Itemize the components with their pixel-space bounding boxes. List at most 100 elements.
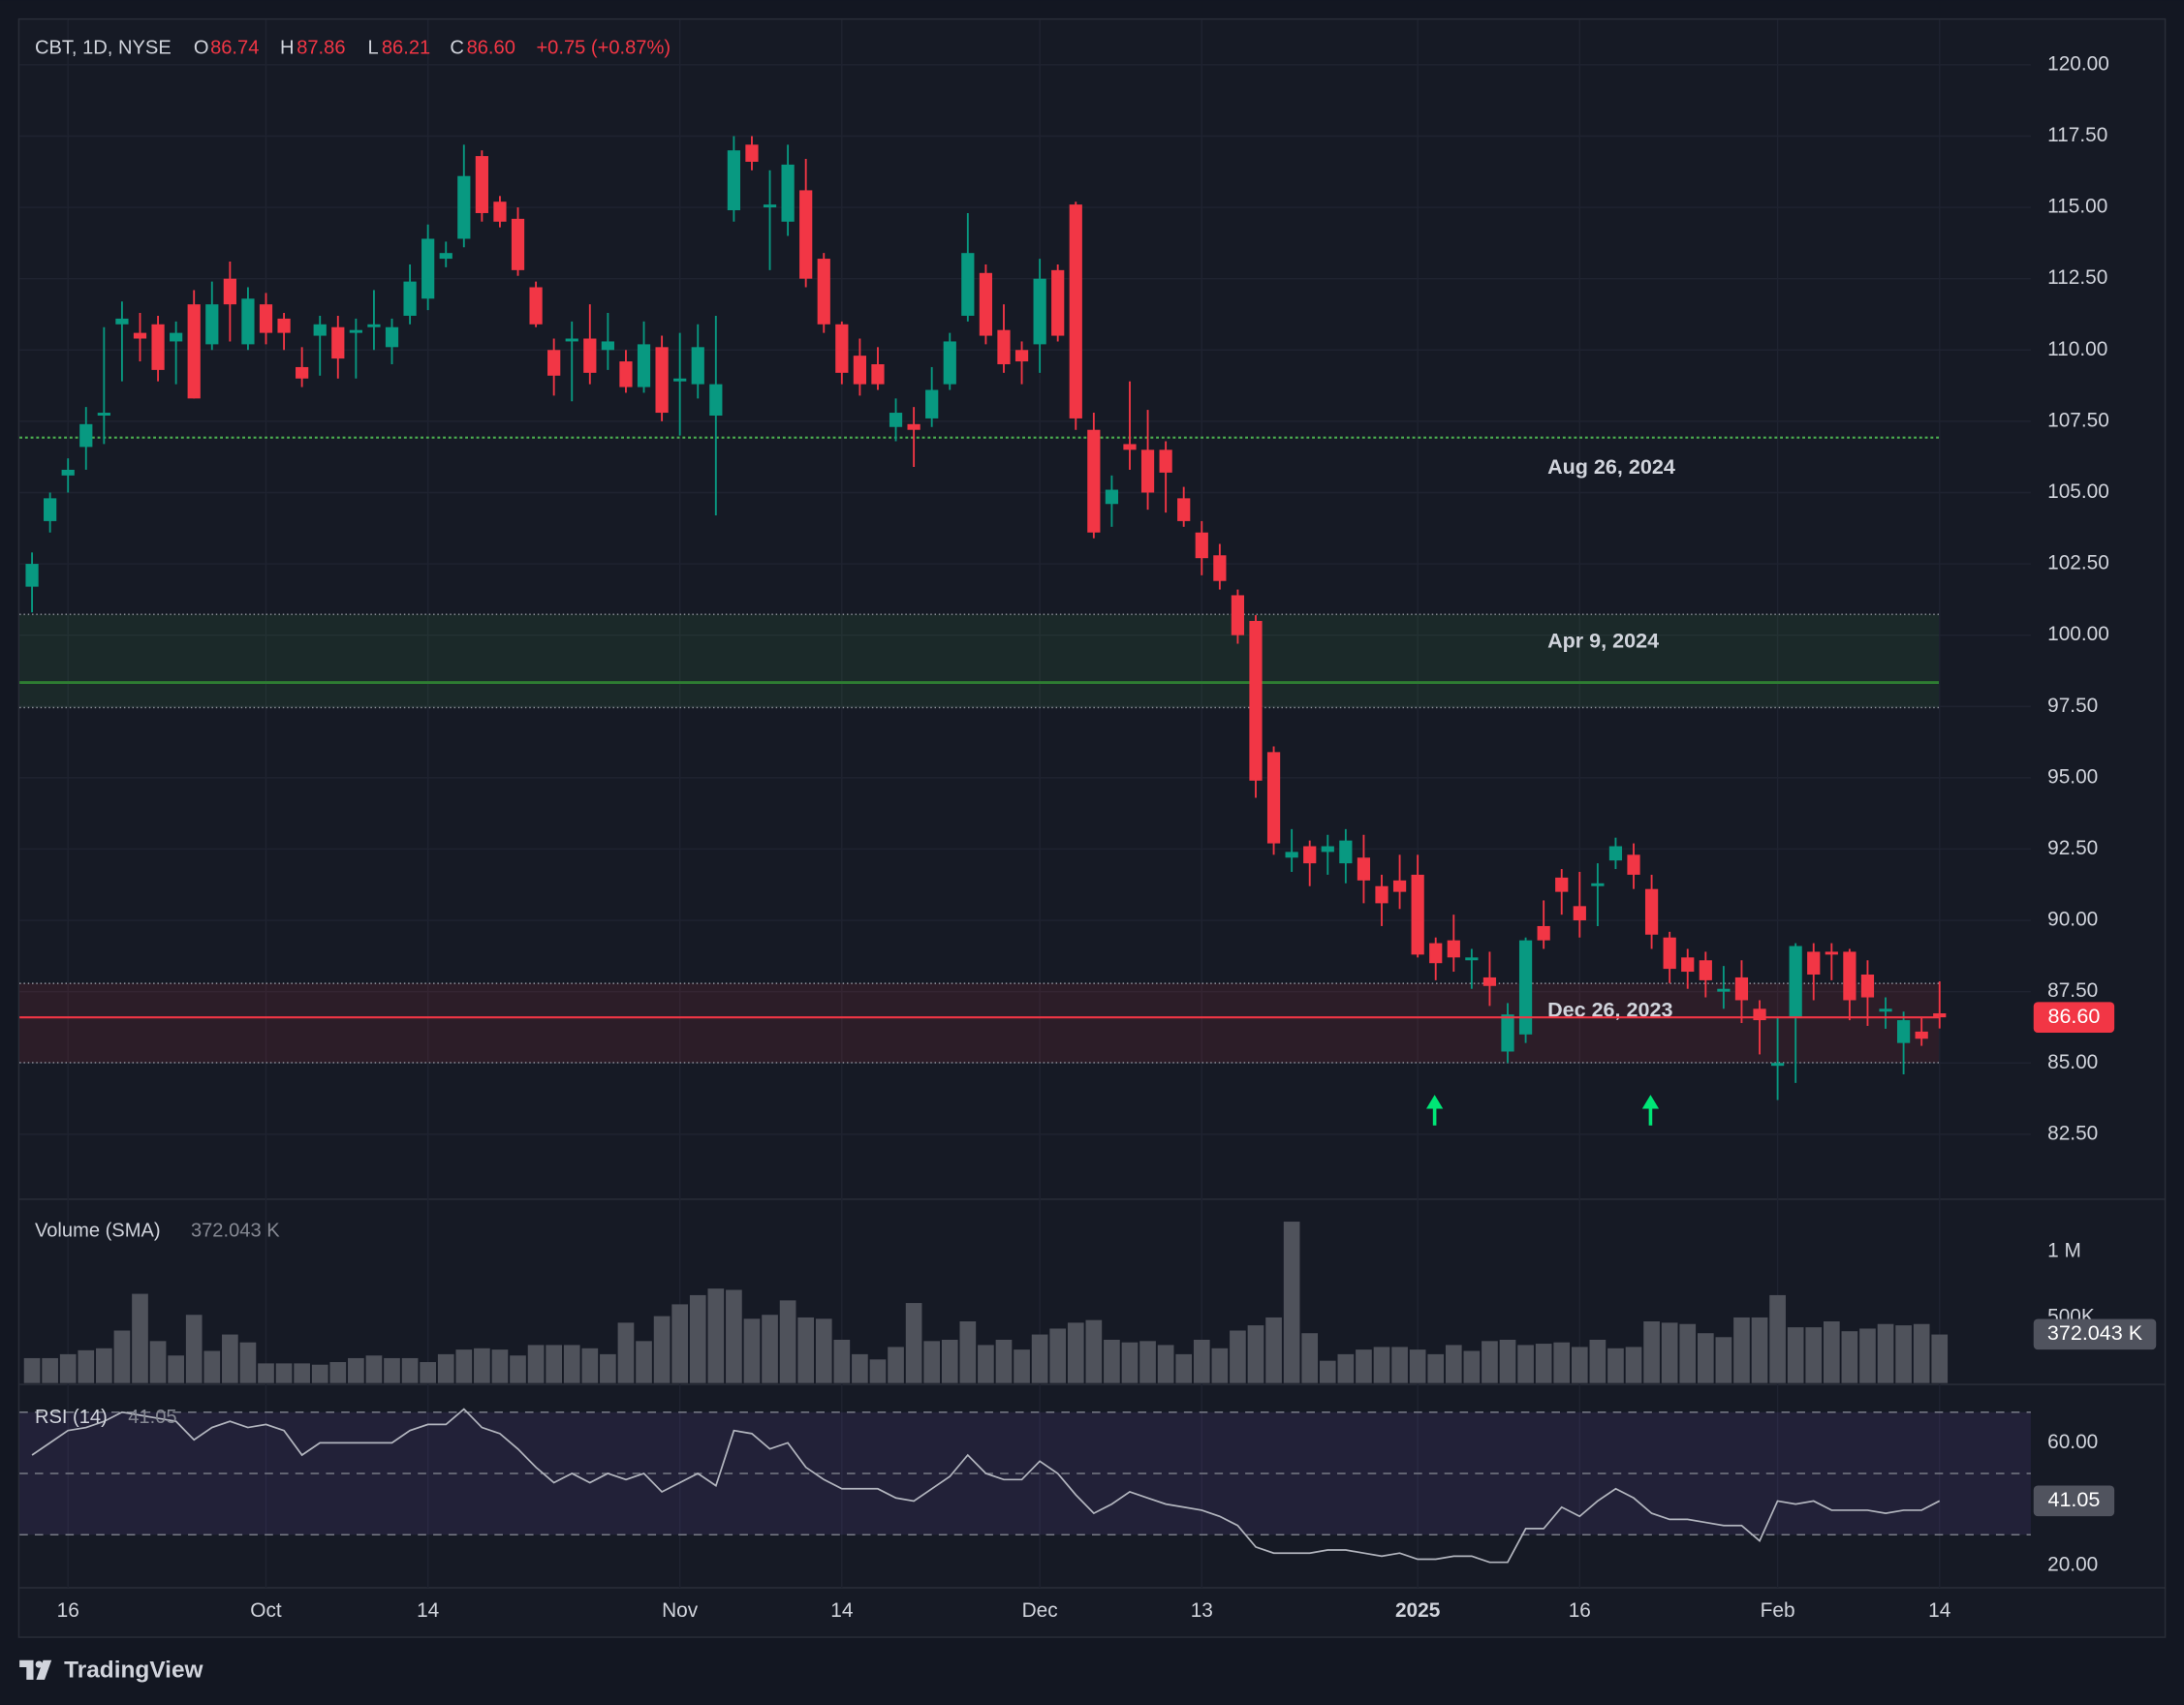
volume-bar — [294, 1363, 310, 1383]
candle-body — [547, 350, 561, 376]
y-tick-label: 85.00 — [2047, 1051, 2098, 1073]
candle-body — [1447, 940, 1460, 958]
y-tick-label: 90.00 — [2047, 909, 2098, 931]
volume-bar — [671, 1304, 689, 1383]
candle-body — [403, 281, 417, 316]
zone — [19, 983, 1939, 1063]
rsi-legend-value: 41.05 — [128, 1407, 176, 1428]
candle-body — [223, 278, 236, 305]
candle-body — [1231, 595, 1245, 636]
candle-body — [1177, 498, 1191, 521]
candle-body — [1770, 1063, 1785, 1067]
candle-body — [799, 190, 813, 279]
candle-body — [1051, 269, 1065, 336]
volume-bar — [113, 1330, 131, 1383]
candle-body — [1087, 429, 1101, 533]
candle-body — [889, 413, 903, 427]
volume-bar — [1607, 1348, 1624, 1383]
volume-bar — [1733, 1317, 1750, 1383]
candle-body — [1807, 951, 1821, 975]
rsi-line — [31, 1408, 1941, 1564]
volume-bar — [527, 1345, 545, 1383]
y-tick-label: 105.00 — [2047, 480, 2109, 503]
candle-body — [1933, 1013, 1947, 1018]
candle-body — [205, 304, 219, 345]
candle-body — [781, 164, 795, 222]
volume-bar — [1247, 1325, 1264, 1383]
candle-body — [817, 259, 830, 325]
candle-body — [907, 423, 920, 430]
volume-bar — [258, 1363, 274, 1383]
volume-bar — [42, 1357, 58, 1383]
candle-body — [1375, 885, 1388, 904]
volume-bar — [1499, 1339, 1516, 1383]
candle-body — [296, 366, 309, 379]
brand: TradingView — [64, 1658, 203, 1684]
candle-body — [1699, 960, 1712, 980]
volume-bar — [1697, 1333, 1714, 1383]
volume-legend-value: 372.043 K — [191, 1220, 280, 1241]
logo: TradingView — [19, 1658, 204, 1684]
zone — [19, 614, 1939, 708]
x-tick-label: 13 — [1191, 1599, 1213, 1622]
ohlc-value: 86.60 — [467, 38, 515, 59]
candle-body — [1860, 974, 1875, 998]
candle-body — [619, 361, 633, 388]
candle-body — [1266, 752, 1281, 844]
volume-bar — [546, 1345, 563, 1383]
volume-bar — [1517, 1345, 1534, 1383]
candle-body — [421, 238, 435, 299]
arrow-head — [1426, 1095, 1444, 1109]
volume-bar — [149, 1341, 167, 1383]
volume-bar — [797, 1317, 815, 1383]
volume-bar — [78, 1349, 95, 1383]
volume-bar — [1373, 1347, 1390, 1383]
x-tick-label: Oct — [250, 1599, 282, 1622]
candle-body — [133, 332, 147, 339]
volume-bar — [1463, 1350, 1481, 1383]
y-tick-label: 115.00 — [2047, 196, 2107, 218]
candle-body — [511, 218, 525, 270]
candle-body — [853, 356, 867, 385]
symbol-legend: CBT, 1D, NYSE O 86.74 H 87.86 L 86.21 C … — [35, 38, 671, 59]
volume-bar — [1877, 1323, 1894, 1383]
candle-body — [97, 413, 110, 416]
volume-bar — [653, 1316, 671, 1383]
candle-body — [1357, 857, 1371, 881]
candle-body — [1915, 1031, 1928, 1039]
candle-body — [1717, 988, 1731, 992]
volume-legend: Volume (SMA) — [35, 1220, 161, 1241]
x-tick-label: Nov — [662, 1599, 699, 1622]
y-tick-label: 110.00 — [2047, 338, 2107, 360]
price-badge-label: 86.60 — [2047, 1004, 2100, 1028]
candle-body — [367, 324, 381, 327]
candle-body — [1644, 888, 1659, 935]
candle-body — [1321, 846, 1334, 852]
volume-bar — [905, 1303, 922, 1383]
volume-bar — [689, 1294, 706, 1383]
volume-bar — [401, 1357, 419, 1383]
volume-bar — [59, 1353, 77, 1383]
volume-bar — [978, 1345, 994, 1383]
rsi-legend: RSI (14) — [35, 1407, 108, 1428]
candle-body — [979, 272, 993, 336]
candle-body — [691, 347, 704, 385]
x-tick-label: Dec — [1022, 1599, 1058, 1622]
volume-bar — [923, 1341, 941, 1383]
rsi-badge-label: 41.05 — [2047, 1487, 2100, 1511]
candle-body — [1555, 877, 1569, 892]
candle-body — [529, 287, 543, 325]
volume-bar — [1931, 1334, 1949, 1383]
candle-body — [1392, 880, 1407, 892]
volume-bar — [1283, 1222, 1300, 1383]
volume-bar — [869, 1359, 887, 1383]
candle-body — [1573, 906, 1586, 921]
candle-body — [1753, 1008, 1766, 1021]
volume-bar — [1049, 1328, 1067, 1383]
volume-bar — [384, 1357, 400, 1383]
candle-body — [727, 150, 741, 211]
candle-body — [1734, 976, 1749, 1001]
rsi-badge — [2033, 1485, 2115, 1517]
volume-bar — [1104, 1339, 1120, 1383]
volume-bar — [779, 1300, 796, 1383]
